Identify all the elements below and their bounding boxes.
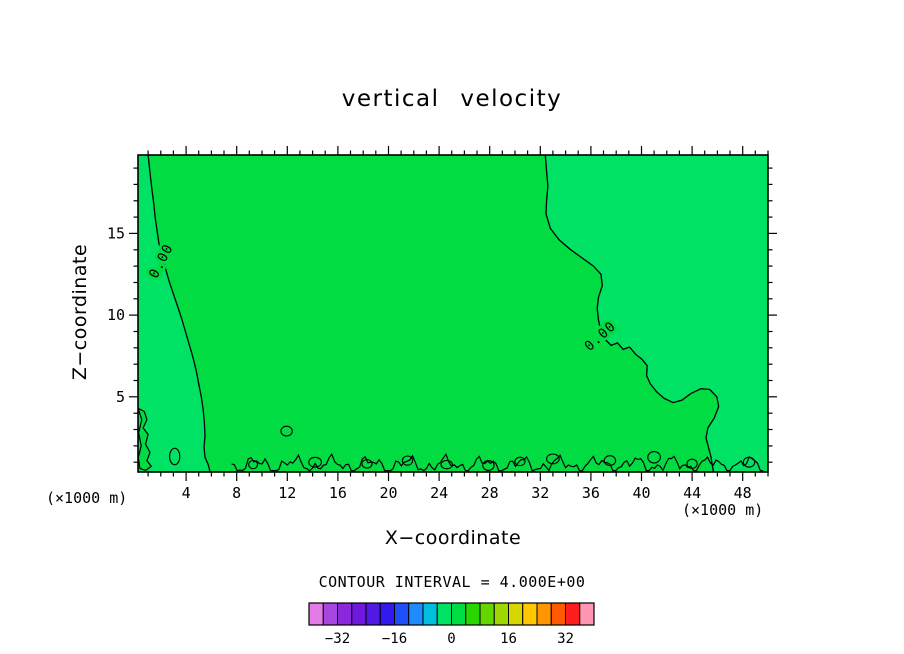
surface-noise-loop xyxy=(742,456,756,468)
x-tick-label: 32 xyxy=(531,484,549,502)
left-wall-contour-blob xyxy=(138,407,153,472)
colorbar-cell xyxy=(351,602,367,626)
colorbar-cell xyxy=(465,602,481,626)
colorbar-cell xyxy=(408,602,424,626)
colorbar-cell xyxy=(479,602,495,626)
surface-noise-loop xyxy=(248,459,259,470)
colorbar-tick-label: −16 xyxy=(382,631,407,647)
surface-noise-loop xyxy=(169,447,181,466)
colorbar-cell xyxy=(394,602,410,626)
z-axis-label: Z−coordinate xyxy=(69,243,91,381)
colorbar-tick-label: 0 xyxy=(447,631,455,647)
colorbar-cell xyxy=(536,602,552,626)
colorbar-cell xyxy=(365,602,381,626)
x-axis-label: X−coordinate xyxy=(384,527,522,549)
colorbar-tick-label: 32 xyxy=(557,631,574,647)
z-tick-labels: 5 10 15 xyxy=(107,224,125,405)
z-tick-label: 10 xyxy=(107,306,125,324)
colorbar-tick-label: −32 xyxy=(325,631,350,647)
plot-frame xyxy=(137,154,769,473)
colorbar-border xyxy=(308,602,595,626)
x-tick-label: 20 xyxy=(379,484,397,502)
colorbar-cell xyxy=(422,602,438,626)
surface-noise-loop xyxy=(440,459,453,470)
field-negative-fill-left xyxy=(138,155,211,472)
colorbar-cell xyxy=(436,602,452,626)
x-tick-label: 12 xyxy=(278,484,296,502)
colorbar-cell xyxy=(493,602,509,626)
surface-noise-loop xyxy=(686,458,698,469)
colorbar-cell xyxy=(337,602,353,626)
colorbar-cell xyxy=(379,602,395,626)
x-tick-labels: 4 8 12 16 20 24 28 32 36 40 44 48 xyxy=(182,484,752,502)
x-tick-label: 4 xyxy=(182,484,191,502)
colorbar-cell xyxy=(451,602,467,626)
colorbar-cell xyxy=(522,602,538,626)
colorbar-cell xyxy=(308,602,324,626)
x-tick-label: 40 xyxy=(632,484,650,502)
zero-contour-left xyxy=(147,155,211,472)
z-tick-label: 15 xyxy=(107,224,125,242)
surface-noise-loop xyxy=(603,455,617,467)
surface-noise-loop xyxy=(514,456,526,467)
colorbar-cell xyxy=(550,602,566,626)
page-title: vertical velocity xyxy=(341,86,563,112)
x-tick-label: 36 xyxy=(582,484,600,502)
surface-noise-loop xyxy=(647,451,661,464)
colorbar-cell xyxy=(565,602,581,626)
z-tick-label: 5 xyxy=(116,388,125,406)
axis-ticks xyxy=(129,146,777,481)
x-tick-label: 48 xyxy=(734,484,752,502)
surface-noise-loop xyxy=(482,460,495,471)
x-axis-units-label: (×1000 m) xyxy=(682,501,764,519)
colorbar-cell xyxy=(322,602,338,626)
x-tick-label: 24 xyxy=(430,484,448,502)
contour-interval-label: CONTOUR INTERVAL = 4.000E+00 xyxy=(318,573,586,591)
surface-noise-loop xyxy=(308,456,322,468)
colorbar-tick-label: 16 xyxy=(500,631,517,647)
surface-noise-loop xyxy=(280,425,293,437)
x-tick-label: 44 xyxy=(683,484,701,502)
x-tick-label: 16 xyxy=(329,484,347,502)
surface-noise-loop xyxy=(546,453,560,465)
colorbar: −32 −16 0 16 32 xyxy=(308,602,595,647)
colorbar-cell xyxy=(579,602,595,626)
surface-noise-loop xyxy=(361,459,373,469)
colorbar-cell xyxy=(508,602,524,626)
x-tick-label: 28 xyxy=(481,484,499,502)
z-axis-units-label: (×1000 m) xyxy=(46,489,128,507)
zero-contour-right xyxy=(544,155,720,472)
x-tick-label: 8 xyxy=(232,484,241,502)
surface-noise-loop xyxy=(401,455,414,466)
surface-noise-contour xyxy=(231,453,764,472)
field-negative-fill-right xyxy=(545,155,768,472)
